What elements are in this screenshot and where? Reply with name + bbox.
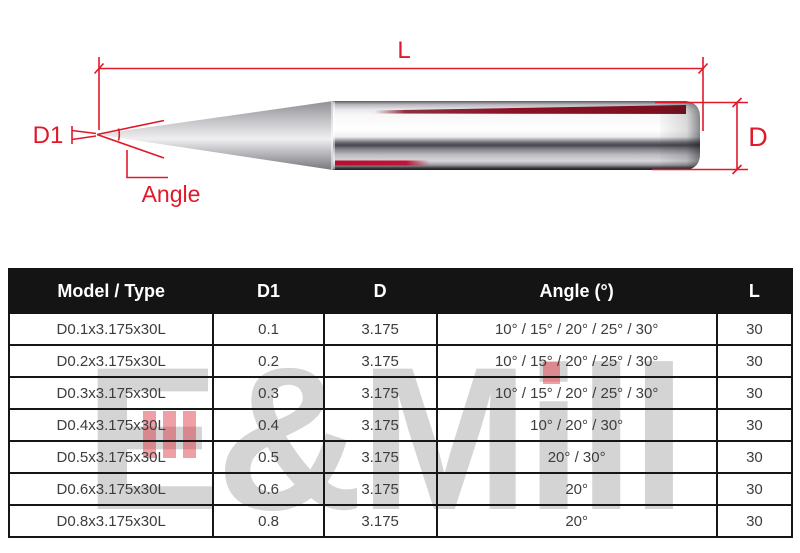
tip-diameter-line-upper [71,129,97,135]
cone-shank-junction-highlight [331,101,335,170]
cell-length: 30 [715,312,794,346]
table-row: D0.1x3.175x30L 0.1 3.175 10° / 15° / 20°… [7,312,794,346]
label-angle: Angle [142,181,201,207]
tip-diameter-line-lower [71,135,97,141]
table-row: D0.8x3.175x30L 0.8 3.175 20° 30 [7,504,794,538]
cell-angles: 20° [435,472,718,506]
cell-model: D0.6x3.175x30L [7,472,215,506]
header-model-type: Model / Type [7,268,215,314]
cell-angles: 20° / 30° [435,440,718,474]
length-tick-left [93,62,105,75]
label-shank-diameter: D [748,122,768,152]
cell-angles: 10° / 15° / 20° / 25° / 30° [435,376,718,410]
cell-d1: 0.1 [212,312,325,346]
dimension-diagram: L D1 Angle D [33,37,768,207]
cell-d: 3.175 [322,440,438,474]
cell-length: 30 [715,504,794,538]
shank-crimson-reflection-stripe [335,160,430,166]
header-shank-diameter: D [322,268,438,314]
cutter-shank [333,101,700,170]
cell-length: 30 [715,440,794,474]
shank-end-cap-shade [660,101,700,170]
table-row: D0.5x3.175x30L 0.5 3.175 20° / 30° 30 [7,440,794,474]
label-length: L [397,37,410,64]
cell-d: 3.175 [322,376,438,410]
header-length: L [715,268,794,314]
table-header-row: Model / Type D1 D Angle (°) L [7,268,794,314]
cell-model: D0.3x3.175x30L [7,376,215,410]
cell-length: 30 [715,376,794,410]
cell-d: 3.175 [322,408,438,442]
cell-length: 30 [715,408,794,442]
cell-d: 3.175 [322,312,438,346]
cell-d1: 0.2 [212,344,325,378]
table-row: D0.2x3.175x30L 0.2 3.175 10° / 15° / 20°… [7,344,794,378]
header-tip-diameter: D1 [212,268,325,314]
shank-maroon-reflection-stripe [374,105,686,114]
angle-leader-line [126,150,168,179]
shank-diameter-tick-top [731,97,743,108]
cell-model: D0.5x3.175x30L [7,440,215,474]
angle-arc [117,128,121,141]
cell-length: 30 [715,344,794,378]
cell-model: D0.1x3.175x30L [7,312,215,346]
cell-d1: 0.8 [212,504,325,538]
cell-angles: 10° / 15° / 20° / 25° / 30° [435,344,718,378]
label-tip-diameter: D1 [33,122,64,149]
cell-d1: 0.3 [212,376,325,410]
length-tick-right [697,62,709,75]
cell-d1: 0.6 [212,472,325,506]
spec-table: Model / Type D1 D Angle (°) L D0.1x3.175… [7,268,794,538]
cell-length: 30 [715,472,794,506]
dimension-lines [71,57,748,179]
cell-angles: 20° [435,504,718,538]
cell-model: D0.4x3.175x30L [7,408,215,442]
angle-line-lower [96,133,165,159]
cell-d: 3.175 [322,504,438,538]
table-row: D0.6x3.175x30L 0.6 3.175 20° 30 [7,472,794,506]
cell-angles: 10° / 15° / 20° / 25° / 30° [435,312,718,346]
cutter-tip-cone [97,101,333,170]
angle-line-upper [96,119,165,136]
cell-d: 3.175 [322,472,438,506]
cell-model: D0.8x3.175x30L [7,504,215,538]
shank-diameter-tick-bottom [731,164,743,175]
header-angle: Angle (°) [435,268,718,314]
cell-d1: 0.5 [212,440,325,474]
table-row: D0.4x3.175x30L 0.4 3.175 10° / 20° / 30°… [7,408,794,442]
cell-model: D0.2x3.175x30L [7,344,215,378]
cell-d: 3.175 [322,344,438,378]
table-row: D0.3x3.175x30L 0.3 3.175 10° / 15° / 20°… [7,376,794,410]
cell-d1: 0.4 [212,408,325,442]
cell-angles: 10° / 20° / 30° [435,408,718,442]
